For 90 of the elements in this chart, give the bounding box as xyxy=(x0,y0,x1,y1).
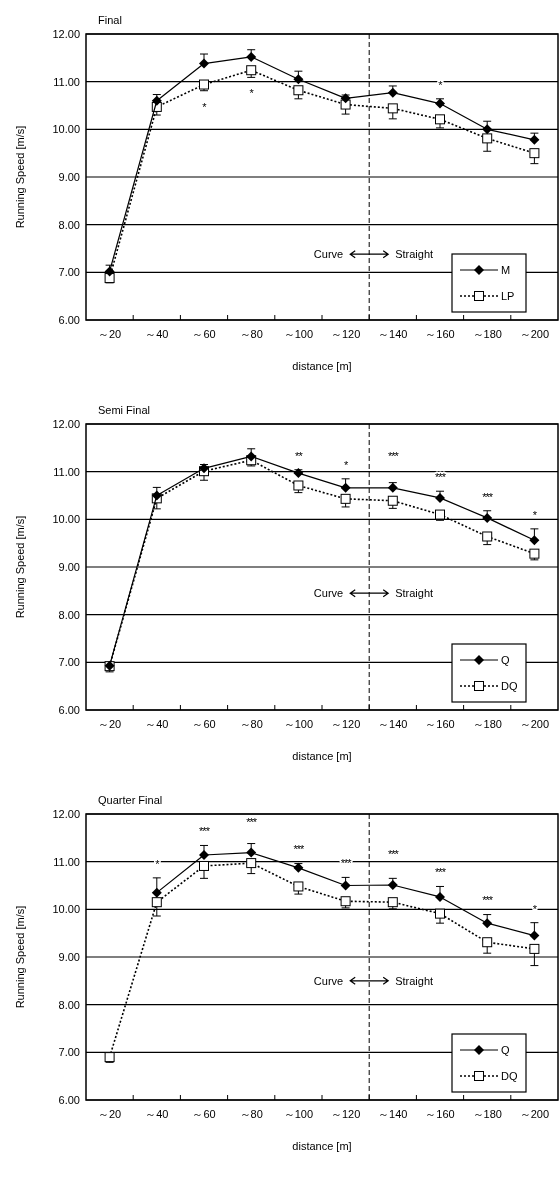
annotation: * xyxy=(202,100,208,113)
annotation: ** xyxy=(295,449,304,462)
y-tick-label: 7.00 xyxy=(58,1046,80,1059)
y-tick-label: 9.00 xyxy=(58,950,80,963)
annotation: *** xyxy=(387,449,400,462)
x-tick-label: ～200 xyxy=(519,328,550,340)
annotation: * xyxy=(532,902,538,915)
x-tick-label: ～80 xyxy=(239,1108,263,1120)
annotation: Straight xyxy=(395,248,434,261)
x-tick-label: ～60 xyxy=(192,718,216,730)
x-tick-label: ～60 xyxy=(192,328,216,340)
y-tick-label: 7.00 xyxy=(58,266,80,279)
legend-label: DQ xyxy=(501,679,518,692)
y-tick-label: 12.00 xyxy=(52,27,80,40)
y-tick-label: 6.00 xyxy=(58,1093,80,1106)
x-tick-label: ～200 xyxy=(519,718,550,730)
chart-title: Semi Final xyxy=(98,404,150,416)
x-axis-title: distance [m] xyxy=(292,1140,352,1152)
x-tick-label: ～40 xyxy=(145,718,169,730)
x-axis-title: distance [m] xyxy=(292,750,352,762)
annotation: * xyxy=(532,508,538,521)
y-tick-label: 11.00 xyxy=(53,465,80,478)
annotation: *** xyxy=(246,816,258,829)
x-tick-label: ～20 xyxy=(97,718,122,730)
x-tick-label: ～120 xyxy=(330,328,361,340)
annotation: *** xyxy=(482,490,494,503)
annotation: Curve xyxy=(313,587,344,600)
annotation: *** xyxy=(435,866,447,879)
y-tick-label: 12.00 xyxy=(52,417,80,430)
legend-label: LP xyxy=(501,289,515,302)
y-tick-label: 10.00 xyxy=(52,903,80,916)
annotation: *** xyxy=(387,848,400,861)
legend-label: Q xyxy=(501,1043,510,1056)
x-tick-label: ～80 xyxy=(239,718,263,730)
x-tick-label: ～40 xyxy=(145,328,169,340)
x-tick-label: ～20 xyxy=(97,1108,122,1120)
annotation: * xyxy=(343,458,349,471)
annotation: *** xyxy=(435,471,447,484)
x-tick-label: ～40 xyxy=(145,1108,169,1120)
x-tick-label: ～180 xyxy=(472,328,502,340)
x-tick-label: ～160 xyxy=(425,1108,455,1120)
x-tick-label: ～140 xyxy=(378,1108,408,1120)
annotation: *** xyxy=(340,857,353,870)
x-tick-label: ～160 xyxy=(425,718,455,730)
chart-title: Quarter Final xyxy=(98,794,163,806)
annotation: Curve xyxy=(313,248,344,261)
chart-title: Final xyxy=(98,14,122,26)
y-tick-label: 11.00 xyxy=(53,855,80,868)
y-tick-label: 7.00 xyxy=(58,656,80,669)
x-tick-label: ～100 xyxy=(283,718,314,730)
x-tick-label: ～180 xyxy=(472,718,502,730)
annotation: * xyxy=(249,87,255,100)
y-axis-title: Running Speed [m/s] xyxy=(14,515,26,619)
x-tick-label: ～20 xyxy=(97,328,122,340)
y-tick-label: 10.00 xyxy=(52,123,80,136)
x-tick-label: ～180 xyxy=(472,1108,502,1120)
annotation: Straight xyxy=(395,974,434,987)
x-tick-label: ～80 xyxy=(239,328,263,340)
annotation: *** xyxy=(293,843,306,856)
y-axis-title: Running Speed [m/s] xyxy=(14,905,26,1009)
annotation: * xyxy=(155,857,161,870)
x-tick-label: ～100 xyxy=(283,328,314,340)
y-tick-label: 8.00 xyxy=(58,998,80,1011)
x-tick-label: ～100 xyxy=(283,1108,314,1120)
x-tick-label: ～200 xyxy=(519,1108,550,1120)
x-axis-title: distance [m] xyxy=(292,360,352,372)
legend-label: M xyxy=(501,263,511,276)
annotation: *** xyxy=(199,825,211,838)
x-tick-label: ～120 xyxy=(330,718,361,730)
y-tick-label: 9.00 xyxy=(58,560,80,573)
x-tick-label: ～140 xyxy=(378,718,408,730)
x-tick-label: ～160 xyxy=(425,328,455,340)
y-tick-label: 8.00 xyxy=(58,608,80,621)
annotation: *** xyxy=(482,894,494,907)
y-tick-label: 6.00 xyxy=(58,703,80,716)
legend-label: Q xyxy=(501,653,510,666)
y-tick-label: 12.00 xyxy=(52,807,80,820)
y-tick-label: 6.00 xyxy=(58,313,80,326)
x-tick-label: ～140 xyxy=(378,328,408,340)
y-tick-label: 8.00 xyxy=(58,218,80,231)
annotation: Curve xyxy=(313,974,344,987)
y-tick-label: 9.00 xyxy=(58,170,80,183)
y-axis-title: Running Speed [m/s] xyxy=(14,125,26,229)
legend-label: DQ xyxy=(501,1069,518,1082)
x-tick-label: ～120 xyxy=(330,1108,361,1120)
y-tick-label: 11.00 xyxy=(53,75,80,88)
annotation: Straight xyxy=(395,587,434,600)
y-tick-label: 10.00 xyxy=(52,513,80,526)
annotation: * xyxy=(438,78,444,91)
x-tick-label: ～60 xyxy=(192,1108,216,1120)
